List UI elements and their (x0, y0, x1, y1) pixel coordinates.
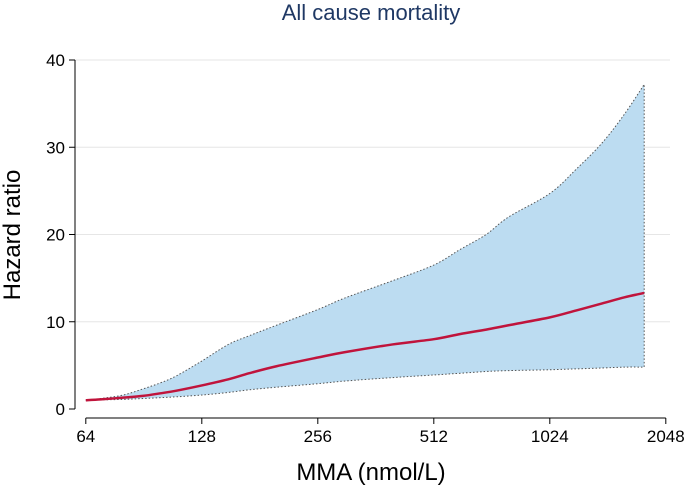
x-tick-label-128: 128 (188, 427, 216, 446)
x-tick-label-1024: 1024 (531, 427, 569, 446)
x-tick-label-64: 64 (76, 427, 95, 446)
y-tick-label-30: 30 (46, 138, 65, 157)
y-tick-label-10: 10 (46, 313, 65, 332)
x-axis-title: MMA (nmol/L) (296, 459, 445, 486)
y-tick-label-20: 20 (46, 226, 65, 245)
x-tick-label-512: 512 (420, 427, 448, 446)
hazard-ratio-series (85, 291, 645, 402)
y-axis-ticks: 0 10 20 30 40 (46, 51, 75, 419)
confidence-band-area (85, 82, 645, 401)
chart-title: All cause mortality (282, 0, 461, 25)
y-tick-label-0: 0 (56, 400, 65, 419)
y-tick-label-40: 40 (46, 51, 65, 70)
x-tick-label-256: 256 (304, 427, 332, 446)
hazard-ratio-line (85, 291, 645, 402)
y-axis-title: Hazard ratio (0, 170, 26, 301)
confidence-band (85, 82, 645, 401)
x-tick-label-2048: 2048 (647, 427, 685, 446)
x-axis-ticks: 64 128 256 512 1024 2048 (76, 418, 685, 446)
